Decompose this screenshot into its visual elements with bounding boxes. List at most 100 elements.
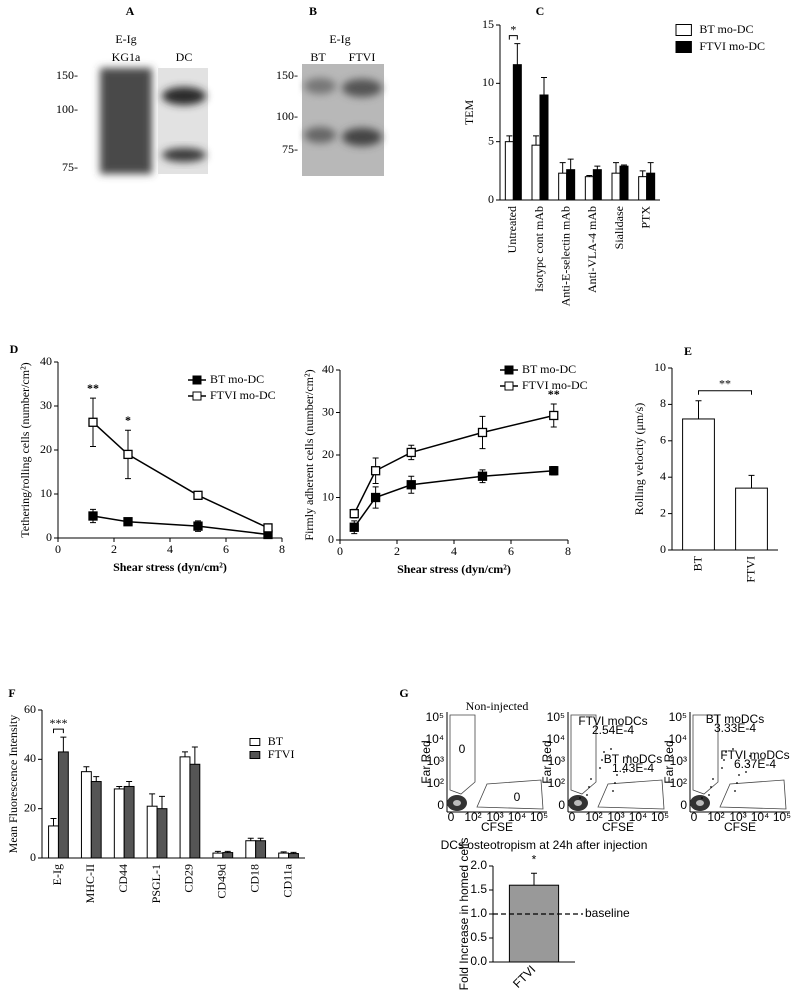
- y-tick-label: 0: [660, 542, 666, 556]
- cell-dot: [586, 794, 588, 796]
- y-tick-label: 1.5: [470, 882, 487, 896]
- x-tick-label: Untreated: [505, 206, 519, 253]
- error-bar: [748, 474, 755, 489]
- y-tick-label: 2.0: [470, 858, 487, 872]
- error-bar: [83, 766, 90, 772]
- x-tick-label: Anti-E-selectin mAb: [558, 206, 572, 306]
- error-bar: [533, 135, 539, 146]
- y-tick-label: 8: [660, 396, 666, 410]
- x-tick-label: 6: [508, 544, 514, 558]
- flow-x-tick: 10²: [707, 810, 724, 824]
- x-tick-label: CD49d: [215, 864, 229, 899]
- error-bar: [586, 175, 593, 177]
- legend-label: FTVI mo-DC: [522, 378, 588, 392]
- marker: [88, 511, 98, 521]
- cell-dot: [745, 771, 747, 773]
- error-bar: [182, 751, 189, 757]
- error-bar: [116, 785, 123, 789]
- y-axis-label: Tethering/rolling cells (number/cm²): [18, 362, 32, 537]
- error-bar: [695, 400, 702, 419]
- marker: [406, 480, 416, 490]
- size-marker: 75-: [62, 160, 78, 174]
- marker: [349, 522, 359, 532]
- size-marker: 150-: [56, 68, 78, 82]
- error-bar: [531, 872, 537, 886]
- cell-dot: [721, 767, 723, 769]
- cell-dot: [601, 759, 603, 761]
- x-tick-label: 6: [223, 542, 229, 556]
- flow-x-tick: 10⁴: [751, 810, 770, 824]
- x-tick-label: FTVI: [743, 556, 757, 583]
- bar: [592, 169, 602, 201]
- annotation: *: [532, 852, 537, 866]
- marker: [370, 492, 381, 503]
- error-bar: [247, 837, 254, 841]
- legend-swatch: [249, 751, 261, 759]
- line: [92, 515, 269, 536]
- significance-bracket: [698, 390, 752, 395]
- bar: [682, 418, 715, 551]
- bar: [212, 852, 224, 859]
- bar: [566, 169, 576, 201]
- panel-label: F: [8, 686, 15, 700]
- blot-header: E-Ig: [329, 32, 350, 46]
- annotation: **: [548, 387, 560, 401]
- significance-bracket: [53, 728, 64, 734]
- bar: [245, 840, 257, 859]
- flow-y-tick: 10³: [427, 754, 444, 768]
- flow-x-tick: 10²: [464, 810, 481, 824]
- y-tick-label: 1.0: [470, 906, 487, 920]
- bar: [638, 176, 648, 201]
- flow-x-tick: 10³: [607, 810, 624, 824]
- bar: [504, 141, 514, 201]
- y-tick-label: 60: [24, 702, 36, 716]
- y-tick-label: 40: [322, 362, 334, 376]
- flow-y-tick: 0: [437, 798, 444, 812]
- flow-y-tick: 10⁵: [669, 710, 687, 724]
- bar: [584, 176, 594, 201]
- legend-label: BT: [268, 734, 284, 748]
- marker: [549, 466, 559, 476]
- reference-label: baseline: [585, 906, 630, 920]
- size-marker: 75-: [282, 142, 298, 156]
- bar: [113, 788, 125, 859]
- panel-label: A: [126, 4, 135, 18]
- x-tick-label: 2: [394, 544, 400, 558]
- marker: [477, 427, 488, 438]
- gate: [692, 714, 719, 795]
- blot-band: [162, 148, 206, 162]
- y-tick-label: 10: [322, 489, 334, 503]
- gate: [719, 779, 787, 810]
- flow-y-tick: 0: [680, 798, 687, 812]
- marker: [123, 517, 133, 527]
- flow-x-tick: 10²: [585, 810, 602, 824]
- flow-y-tick: 10⁵: [547, 710, 565, 724]
- bar: [278, 852, 290, 859]
- gate-name: BT moDCs: [604, 752, 662, 766]
- y-tick-label: 20: [24, 800, 36, 814]
- gate-value: 6.37E-4: [734, 757, 776, 771]
- cell-dot: [590, 778, 592, 780]
- flow-x-tick: 0: [448, 810, 455, 824]
- error-bar: [541, 77, 547, 95]
- x-axis-label: Shear stress (dyn/cm²): [397, 562, 511, 576]
- gate-value: 2.54E-4: [592, 723, 634, 737]
- error-bar: [506, 135, 513, 142]
- y-axis-label: Firmly adherent cells (number/cm²): [302, 369, 316, 540]
- x-tick-label: PTX: [638, 206, 652, 229]
- marker: [370, 466, 381, 476]
- legend-label: BT mo-DC: [699, 22, 753, 36]
- error-bar: [567, 158, 574, 170]
- x-tick-label: Anti-VLA-4 mAb: [585, 206, 599, 293]
- cell-dot: [738, 774, 740, 776]
- flow-y-tick: 10⁴: [668, 732, 687, 746]
- error-bar: [214, 850, 221, 854]
- legend-marker: [504, 381, 514, 391]
- annotation: *: [510, 22, 516, 36]
- bar: [611, 172, 621, 201]
- gate-label: 0: [459, 742, 466, 756]
- cell-dot: [708, 794, 710, 796]
- blot-band: [304, 127, 336, 143]
- gate-label: 0: [514, 790, 521, 804]
- blot-band: [342, 128, 382, 146]
